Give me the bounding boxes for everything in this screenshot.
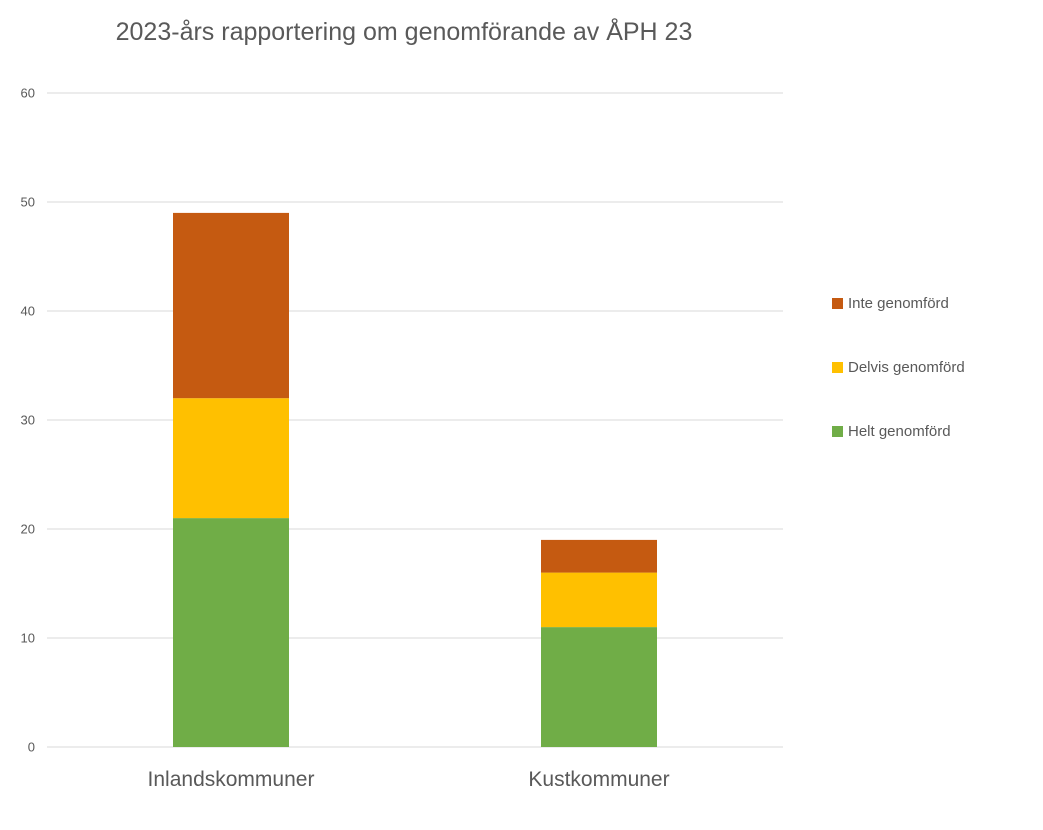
bar-delvis-genomförd-inlandskommuner xyxy=(173,398,289,519)
legend-swatch xyxy=(832,425,843,437)
bar-inte-genomförd-kustkommuner xyxy=(541,539,657,573)
gridlines xyxy=(47,92,783,748)
legend-swatch xyxy=(832,297,843,309)
legend-label: Delvis genomförd xyxy=(848,358,965,376)
legend-swatch xyxy=(832,361,843,373)
bars xyxy=(173,212,657,747)
category-label: Inlandskommuner xyxy=(148,768,315,791)
legend-label: Inte genomförd xyxy=(848,294,949,312)
y-tick-label: 40 xyxy=(21,304,35,319)
y-tick-label: 50 xyxy=(21,195,35,210)
x-axis-category-labels: Inlandskommuner Kustkommuner xyxy=(148,768,670,791)
legend-item: Helt genomförd xyxy=(832,420,965,442)
y-tick-label: 0 xyxy=(28,740,35,755)
legend-item: Inte genomförd xyxy=(832,292,965,314)
y-tick-label: 10 xyxy=(21,631,35,646)
bar-helt-genomförd-inlandskommuner xyxy=(173,518,289,747)
bar-helt-genomförd-kustkommuner xyxy=(541,627,657,747)
legend-item: Delvis genomförd xyxy=(832,356,965,378)
legend: Inte genomförd Delvis genomförd Helt genom… xyxy=(832,292,965,484)
bar-delvis-genomförd-kustkommuner xyxy=(541,572,657,628)
category-label: Kustkommuner xyxy=(528,768,669,791)
y-axis-tick-labels: 0 10 20 30 40 50 60 xyxy=(21,86,35,755)
y-tick-label: 30 xyxy=(21,413,35,428)
legend-label: Helt genomförd xyxy=(848,422,951,440)
y-tick-label: 20 xyxy=(21,522,35,537)
y-tick-label: 60 xyxy=(21,86,35,101)
bar-inte-genomförd-inlandskommuner xyxy=(173,212,289,399)
chart-title: 2023-års rapportering om genomförande av… xyxy=(115,18,693,46)
